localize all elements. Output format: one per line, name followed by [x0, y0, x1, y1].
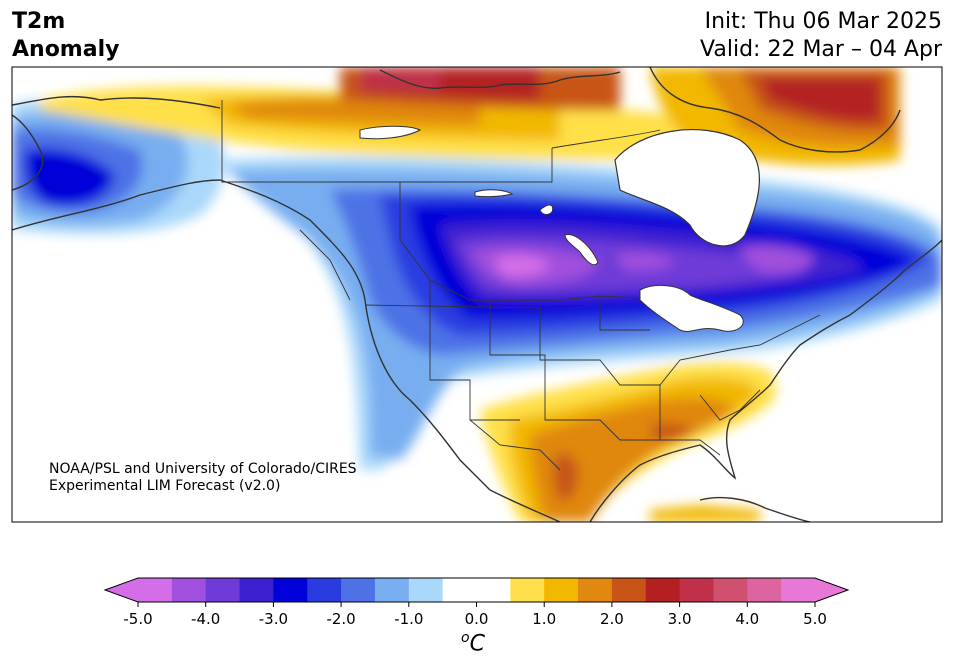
colorbar-bin — [239, 578, 274, 602]
forecast-dates: Init: Thu 06 Mar 2025 Valid: 22 Mar – 04… — [700, 8, 942, 64]
colorbar-over-triangle — [815, 578, 848, 602]
anomaly-fields — [12, 67, 942, 522]
data-credit: NOAA/PSL and University of Colorado/CIRE… — [49, 461, 357, 495]
colorbar-under-triangle — [105, 578, 138, 602]
colorbar-bin — [510, 578, 545, 602]
colorbar-tick-label: 0.0 — [465, 610, 489, 628]
init-date: Init: Thu 06 Mar 2025 — [704, 9, 942, 34]
map-frame — [11, 66, 943, 523]
colorbar-bin — [138, 578, 173, 602]
colorbar-bin — [578, 578, 613, 602]
hudson-bay — [614, 129, 761, 247]
credit-line-2: Experimental LIM Forecast (v2.0) — [49, 478, 281, 494]
colorbar-bin — [645, 578, 681, 602]
colorbar-tick-label: -5.0 — [123, 610, 152, 628]
colorbar-tick-label: -2.0 — [326, 610, 355, 628]
colorbar-bin — [273, 578, 308, 602]
colorbar-ticks: -5.0 -4.0 -3.0 -2.0 -1.0 0.0 1.0 2.0 3.0 4.0 5.0 — [123, 602, 827, 628]
colorbar-bin — [713, 578, 748, 602]
colorbar-unit: oC — [461, 630, 485, 656]
coastlines — [12, 67, 942, 522]
colorbar-bin — [341, 578, 376, 602]
colorbar-bin — [544, 578, 579, 602]
colorbar-tick-label: 2.0 — [600, 610, 624, 628]
colorbar-bin — [611, 578, 647, 602]
credit-line-1: NOAA/PSL and University of Colorado/CIRE… — [49, 461, 357, 477]
title-line-2: Anomaly — [12, 37, 120, 62]
political-borders — [221, 100, 821, 471]
colorbar-bin — [205, 578, 241, 602]
colorbar-tick-label: -3.0 — [259, 610, 288, 628]
colorbar-bin — [171, 578, 207, 602]
title-line-1: T2m — [12, 9, 66, 34]
lakes — [359, 125, 744, 332]
colorbar-bin — [408, 578, 444, 602]
colorbar-tick-label: 3.0 — [668, 610, 692, 628]
valid-date: Valid: 22 Mar – 04 Apr — [700, 37, 942, 62]
colorbar-bins — [103, 577, 850, 603]
colorbar-bin — [307, 578, 342, 602]
colorbar-tick-label: 1.0 — [532, 610, 556, 628]
colorbar-bin — [679, 578, 714, 602]
colorbar-tick-label: 4.0 — [735, 610, 759, 628]
map-title: T2m Anomaly — [12, 8, 119, 64]
unit-letter: C — [469, 631, 485, 657]
colorbar-tick-label: 5.0 — [803, 610, 827, 628]
colorbar-bin — [781, 578, 816, 602]
colorbar-bin — [747, 578, 782, 602]
colorbar-bin — [374, 578, 410, 602]
colorbar-tick-label: -4.0 — [191, 610, 220, 628]
colorbar-bin — [442, 578, 511, 602]
colorbar-tick-label: -1.0 — [394, 610, 423, 628]
unit-degree: o — [461, 630, 470, 646]
